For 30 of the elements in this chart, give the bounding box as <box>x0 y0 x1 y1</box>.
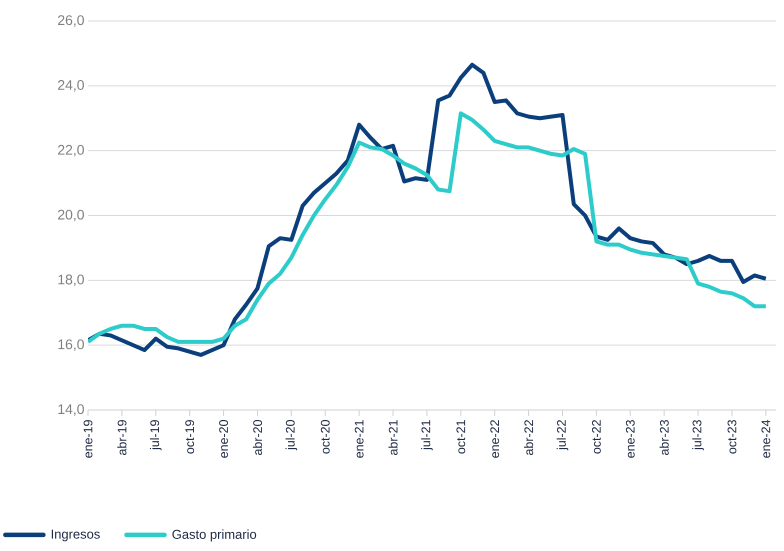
x-tick-label: abr-21 <box>388 420 398 455</box>
y-tick-label: 24,0 <box>58 80 84 92</box>
x-tick-label: jul-21 <box>421 420 433 450</box>
x-tick-label: oct-19 <box>185 420 194 454</box>
y-tick-label: 14,0 <box>58 404 84 416</box>
x-tick-label: ene-19 <box>84 420 92 458</box>
x-tick-label: abr-19 <box>117 420 126 455</box>
x-tick-label: oct-22 <box>592 420 601 454</box>
y-tick-label: 22,0 <box>58 144 84 156</box>
x-tick-label: oct-20 <box>320 420 330 454</box>
x-tick-label: ene-23 <box>626 420 635 458</box>
y-tick-label: 16,0 <box>58 339 84 351</box>
x-tick-label: ene-21 <box>354 420 364 458</box>
x-tick-label: abr-23 <box>660 420 669 455</box>
x-tick-label: ene-24 <box>761 420 770 458</box>
x-tick-label: abr-22 <box>524 420 534 455</box>
x-tick-label: jul-22 <box>556 420 568 450</box>
x-tick-label: ene-22 <box>490 420 500 458</box>
x-tick-label: oct-21 <box>456 420 466 454</box>
legend-label: Ingresos <box>52 530 100 542</box>
x-tick-label: jul-19 <box>150 420 162 450</box>
y-tick-label: 26,0 <box>58 15 84 27</box>
x-tick-label: jul-23 <box>692 420 704 450</box>
y-tick-label: 18,0 <box>58 274 84 286</box>
x-tick-label: ene-20 <box>219 420 228 458</box>
x-tick-label: abr-20 <box>252 420 262 455</box>
x-tick-label: oct-23 <box>728 420 736 454</box>
y-tick-label: 20,0 <box>58 210 84 222</box>
x-tick-label: jul-20 <box>286 420 298 450</box>
legend-label: Gasto primario <box>172 529 256 542</box>
